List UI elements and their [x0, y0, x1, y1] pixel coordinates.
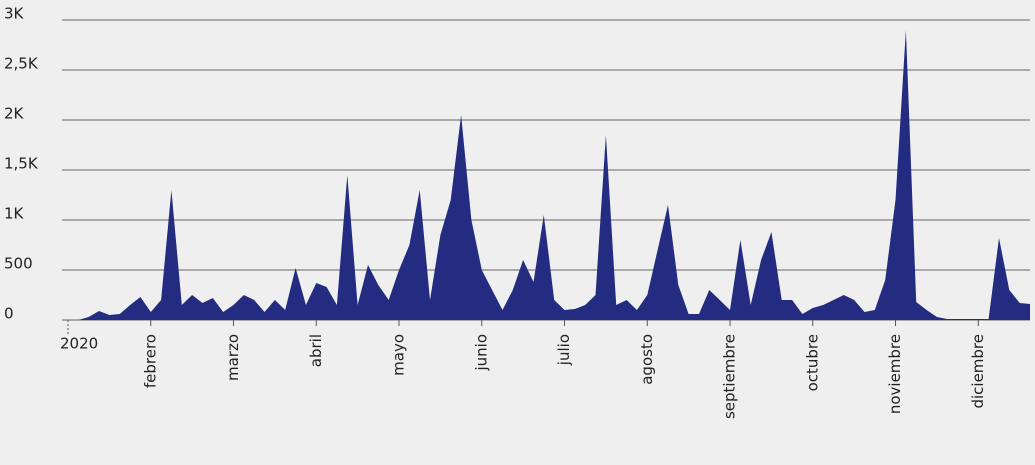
y-tick-label: 0 — [4, 305, 14, 323]
x-tick-label: septiembre — [721, 334, 739, 419]
x-tick-label: noviembre — [886, 334, 904, 414]
y-tick-label: 3K — [4, 5, 25, 23]
x-tick-label: octubre — [803, 334, 821, 391]
y-tick-label: 2K — [4, 105, 25, 123]
x-tick-label: marzo — [224, 334, 242, 381]
area — [68, 30, 1030, 320]
x-tick-label: diciembre — [969, 334, 987, 409]
x-tick-label: 2020 — [60, 335, 98, 353]
x-tick-label: mayo — [390, 334, 408, 376]
y-tick-label: 2,5K — [4, 55, 39, 73]
y-tick-label: 1K — [4, 205, 25, 223]
x-tick-label: junio — [472, 334, 490, 372]
y-tick-label: 1,5K — [4, 155, 39, 173]
x-tick-label: abril — [307, 334, 325, 367]
y-tick-label: 500 — [4, 255, 33, 273]
x-tick-label: febrero — [141, 334, 159, 388]
x-tick-label: agosto — [638, 334, 656, 385]
x-tick-label: julio — [555, 334, 573, 366]
